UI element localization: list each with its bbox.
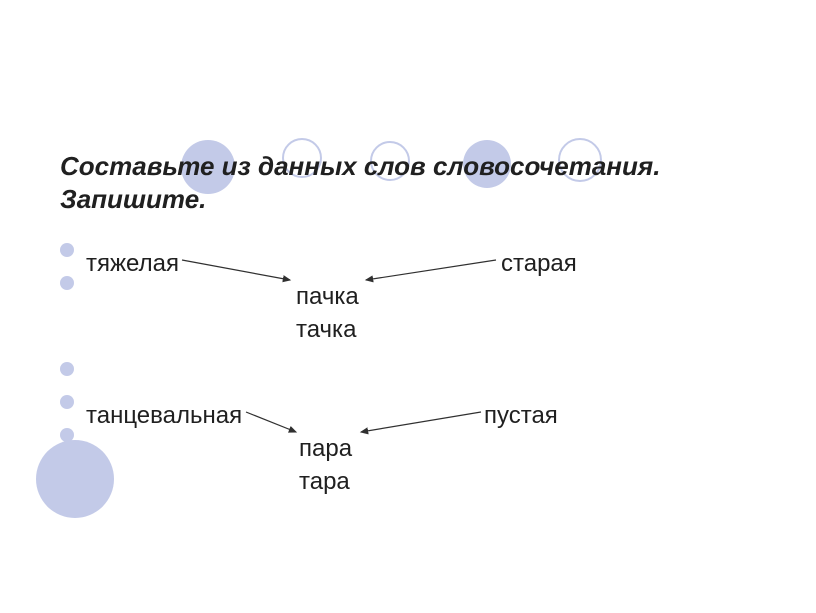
list-row: тяжелая старая bbox=[60, 233, 760, 266]
list-row: тачка bbox=[60, 299, 760, 332]
slide-title: Составьте из данных слов словосочетания.… bbox=[60, 150, 760, 215]
bullet-icon bbox=[60, 395, 74, 409]
list-row: пачка bbox=[60, 266, 760, 299]
bullet-icon bbox=[60, 461, 74, 475]
bullet-icon bbox=[60, 362, 74, 376]
bullet-icon bbox=[60, 428, 74, 442]
slide-content: Составьте из данных слов словосочетания.… bbox=[60, 150, 760, 484]
bullet-icon bbox=[60, 276, 74, 290]
list-row-empty bbox=[60, 352, 760, 385]
noun-bottom-2: тара bbox=[299, 468, 350, 496]
list-row: танцевальная пустая bbox=[60, 385, 760, 418]
list-row: тара bbox=[60, 451, 760, 484]
list-row: пара bbox=[60, 418, 760, 451]
bullet-icon bbox=[60, 243, 74, 257]
noun-bottom-1: тачка bbox=[296, 316, 356, 344]
